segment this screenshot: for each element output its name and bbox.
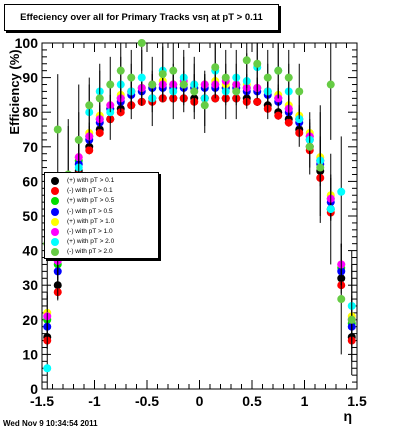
data-point: [127, 73, 136, 82]
y-tick-label: 80: [22, 104, 38, 120]
legend-marker: [51, 228, 59, 236]
chart-title: Effeciency over all for Primary Tracks v…: [20, 12, 263, 23]
data-point: [190, 87, 199, 96]
data-point: [137, 73, 146, 82]
data-point: [200, 101, 209, 110]
data-point: [95, 128, 104, 137]
y-tick-label: 10: [22, 346, 38, 362]
data-point: [137, 39, 146, 47]
legend-entry: (-) with pT > 0.5: [45, 207, 158, 217]
legend-entry: (+) with pT > 1.0: [45, 217, 158, 227]
legend-label: (+) with pT > 2.0: [67, 238, 115, 246]
data-point: [221, 73, 230, 82]
legend-marker: [51, 207, 59, 216]
data-point: [116, 66, 125, 75]
data-point: [274, 66, 283, 75]
data-point: [53, 125, 62, 134]
data-point: [43, 364, 52, 373]
data-point: [74, 135, 83, 144]
x-axis-label: η: [343, 408, 352, 424]
data-point: [106, 80, 115, 89]
legend-marker: [51, 177, 59, 185]
chart-title-box: Effeciency over all for Primary Tracks v…: [4, 4, 279, 31]
data-point: [326, 205, 335, 214]
x-tick-label: 0: [196, 393, 204, 409]
legend-entry: (-) with pT > 0.1: [45, 186, 158, 196]
timestamp-footer: Wed Nov 9 10:34:54 2011: [3, 419, 98, 428]
data-point: [85, 146, 94, 155]
legend-marker: [51, 238, 59, 247]
legend-entry: (-) with pT > 1.0: [45, 227, 158, 237]
x-tick-label: -0.5: [135, 393, 159, 409]
legend-label: (-) with pT > 0.1: [67, 187, 113, 195]
x-tick-label: 0.5: [242, 393, 262, 409]
data-point: [179, 80, 188, 89]
data-point: [263, 73, 272, 82]
legend-marker: [51, 248, 59, 257]
x-tick-label: -1.5: [30, 393, 54, 409]
data-point: [284, 73, 293, 82]
legend-marker: [51, 217, 59, 226]
data-point: [242, 56, 251, 65]
data-point: [253, 97, 262, 106]
data-point: [337, 295, 346, 304]
data-point: [337, 187, 346, 196]
data-point: [316, 163, 325, 172]
data-point: [284, 118, 293, 127]
data-point: [274, 111, 283, 120]
legend: (+) with pT > 0.1 (-) with pT > 0.1 (+) wi…: [44, 172, 159, 259]
y-tick-label: 20: [22, 312, 38, 328]
legend-label: (-) with pT > 1.0: [67, 228, 113, 235]
legend-label: (+) with pT > 0.5: [67, 197, 115, 205]
legend-entry: (+) with pT > 2.0: [45, 237, 158, 247]
y-tick-label: 90: [22, 70, 38, 86]
legend-marker: [51, 197, 59, 206]
data-point: [158, 70, 167, 79]
legend-entry: (+) with pT > 0.1: [45, 176, 158, 186]
data-point: [211, 63, 220, 72]
legend-label: (+) with pT > 1.0: [67, 217, 115, 225]
y-tick-label: 60: [22, 173, 38, 189]
y-tick-label: 40: [22, 243, 38, 259]
data-point: [85, 101, 94, 110]
data-point: [305, 142, 314, 151]
legend-marker: [51, 187, 59, 196]
x-tick-label: -1: [88, 393, 101, 409]
legend-label: (-) with pT > 0.5: [67, 207, 113, 215]
y-tick-label: 50: [22, 208, 38, 224]
data-point: [148, 80, 157, 89]
legend-entry: (-) with pT > 2.0: [45, 247, 158, 257]
legend-label: (+) with pT > 0.1: [67, 177, 115, 184]
legend-label: (-) with pT > 2.0: [67, 248, 113, 256]
data-point: [95, 94, 104, 103]
y-tick-label: 0: [30, 381, 38, 397]
y-axis-label: Efficiency (%): [7, 49, 22, 134]
data-point: [253, 59, 262, 68]
y-tick-label: 70: [22, 139, 38, 155]
data-point: [232, 87, 241, 96]
data-point: [347, 315, 356, 324]
data-point: [326, 80, 335, 89]
legend-entry: (+) with pT > 0.5: [45, 196, 158, 206]
y-tick-label: 30: [22, 277, 38, 293]
x-tick-label: 1.5: [347, 393, 367, 409]
data-point: [295, 87, 304, 96]
y-tick-label: 100: [15, 35, 39, 51]
data-point: [169, 66, 178, 75]
x-tick-label: 1: [301, 393, 309, 409]
